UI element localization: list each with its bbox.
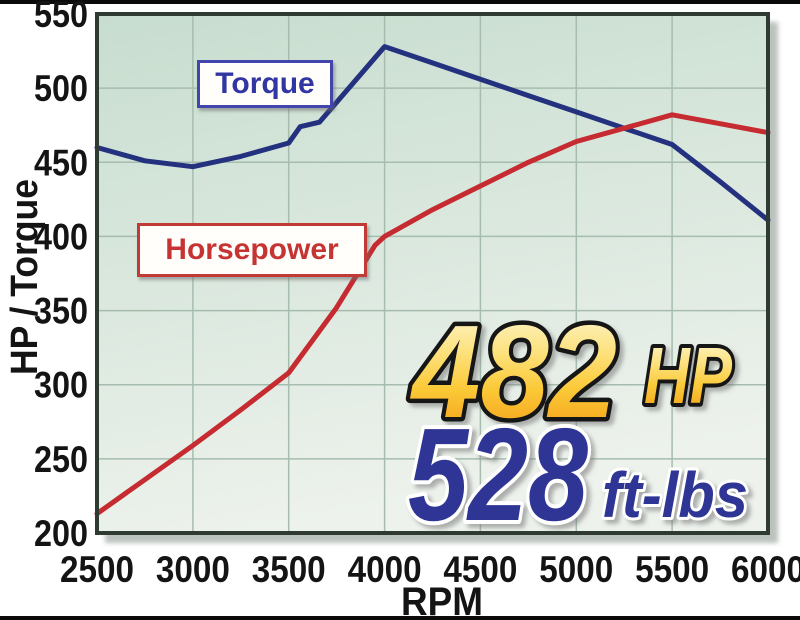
x-tick-label: 6000 <box>731 549 800 590</box>
x-tick-label: 3000 <box>156 549 230 590</box>
horsepower-series-label-box: Horsepower <box>137 223 367 277</box>
x-tick-label: 4500 <box>443 549 517 590</box>
x-tick-label: 2500 <box>60 549 134 590</box>
curves <box>94 44 771 517</box>
y-tick-label: 550 <box>34 0 88 35</box>
top-black-bar <box>0 0 800 4</box>
y-tick-label: 450 <box>34 142 88 183</box>
y-tick-label: 200 <box>34 513 88 554</box>
torque-series-label: Torque <box>215 67 315 100</box>
y-tick-label: 250 <box>34 439 88 480</box>
x-tick-label: 3500 <box>252 549 326 590</box>
peak-torque-value: 528 <box>408 401 588 548</box>
x-axis-title: RPM <box>401 580 483 620</box>
plot-frame <box>95 12 770 535</box>
torque-series-label-box: Torque <box>197 60 333 108</box>
y-tick-label: 400 <box>34 216 88 257</box>
x-tick-label: 5000 <box>539 549 613 590</box>
peak-torque-unit: ft-lbs <box>602 459 748 531</box>
horsepower-series-label: Horsepower <box>165 233 339 266</box>
torque-curve <box>94 44 771 223</box>
x-tick-label: 4000 <box>348 549 422 590</box>
y-tick-label: 300 <box>34 365 88 406</box>
y-axis-title: HP / Torque <box>4 179 46 375</box>
peak-hp-value: 482 <box>409 298 617 445</box>
y-tick-label: 500 <box>34 68 88 109</box>
bottom-black-bar <box>0 616 800 620</box>
x-tick-label: 5500 <box>635 549 709 590</box>
peak-hp-unit: HP <box>644 331 733 420</box>
horsepower-curve <box>94 112 771 517</box>
y-tick-label: 350 <box>34 291 88 332</box>
